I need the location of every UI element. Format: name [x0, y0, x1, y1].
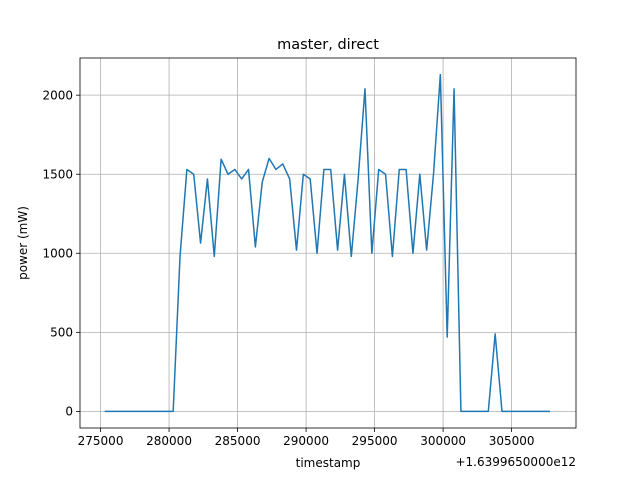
x-tick-label: 295000 [352, 434, 398, 448]
y-tick-label: 0 [65, 405, 73, 419]
x-tick-label: 275000 [78, 434, 124, 448]
y-axis: 0 500 1000 1500 2000 [42, 88, 80, 419]
x-tick-label: 280000 [146, 434, 192, 448]
plot-frame [79, 57, 577, 429]
y-axis-label: power (mW) [16, 206, 30, 280]
y-tick-label: 1500 [42, 168, 73, 182]
x-axis-label: timestamp [296, 456, 361, 470]
chart-title: master, direct [277, 37, 379, 53]
x-tick-label: 300000 [420, 434, 466, 448]
x-axis-offset-label: +1.6399650000e12 [455, 455, 576, 469]
series-layer [104, 73, 550, 413]
x-tick-label: 305000 [489, 434, 535, 448]
y-tick-label: 1000 [42, 247, 73, 261]
x-tick-label: 285000 [215, 434, 261, 448]
x-axis: 275000 280000 285000 290000 295000 300000 3050… [78, 428, 535, 448]
series-line [104, 73, 550, 413]
y-tick-label: 500 [50, 326, 73, 340]
x-tick-label: 290000 [283, 434, 329, 448]
plot-area [80, 58, 576, 428]
y-tick-label: 2000 [42, 88, 73, 102]
